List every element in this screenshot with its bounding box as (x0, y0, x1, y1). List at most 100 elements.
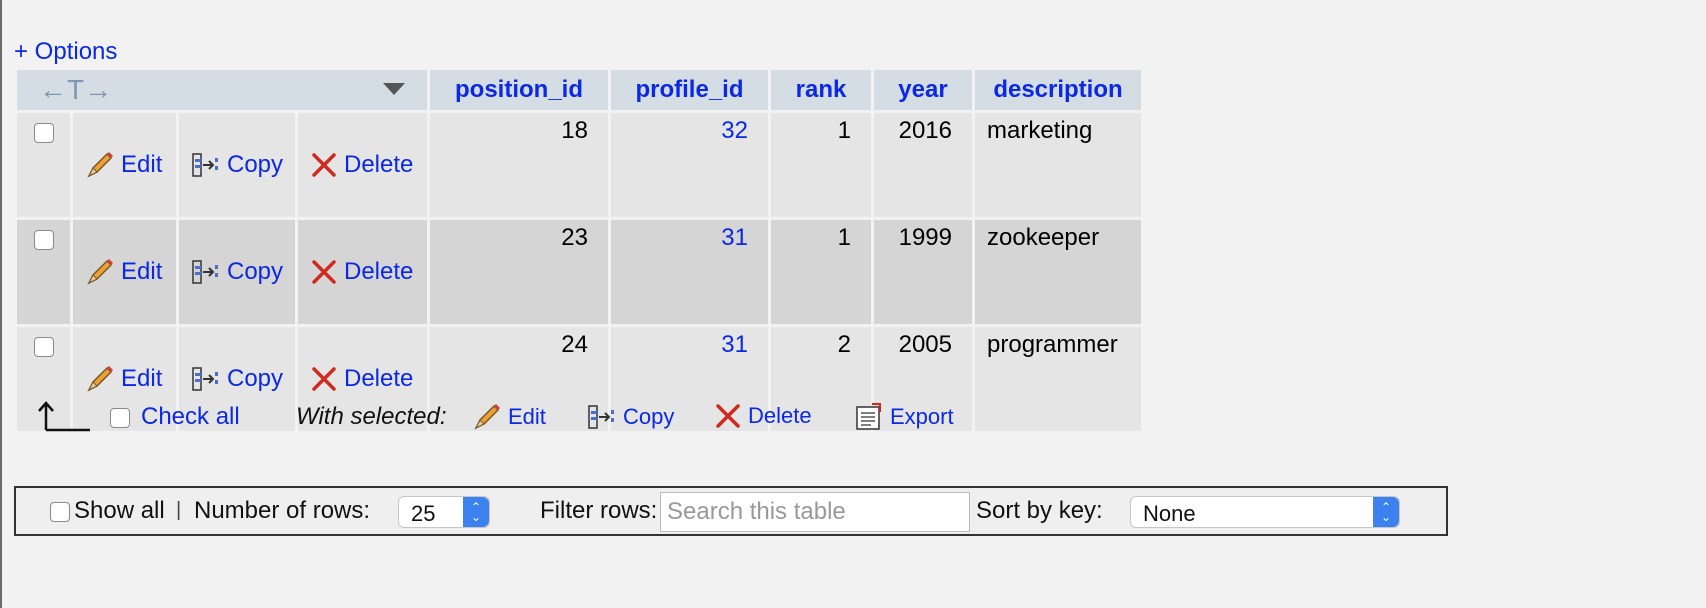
bulk-export-button[interactable]: Export (854, 402, 954, 432)
column-header-rank[interactable]: rank (771, 70, 871, 110)
copy-button[interactable]: Copy (179, 150, 295, 180)
edit-button[interactable]: Edit (73, 364, 176, 394)
edit-button[interactable]: Edit (73, 257, 176, 287)
export-icon (856, 403, 881, 430)
cell-year: 1999 (874, 220, 972, 324)
number-of-rows-value: 25 (411, 501, 436, 526)
arrows-t-icon[interactable]: ←T→ (39, 74, 113, 105)
copy-icon (192, 153, 218, 177)
cell-position-id: 18 (430, 113, 608, 217)
copy-button[interactable]: Copy (179, 257, 295, 287)
delete-button[interactable]: Delete (298, 258, 427, 286)
header-row: ←T→ position_id profile_id rank year des… (17, 70, 1141, 110)
results-table: ←T→ position_id profile_id rank year des… (14, 67, 1144, 434)
delete-cell: Delete (298, 113, 427, 217)
sort-by-key-label: Sort by key: (976, 497, 1103, 524)
bulk-edit-label: Edit (508, 404, 546, 429)
edit-button[interactable]: Edit (73, 150, 176, 180)
table-row: Edit Copy Delete 18 32 1 2016 marketing (17, 113, 1141, 217)
filter-rows-label: Filter rows: (540, 497, 658, 524)
cell-position-id: 24 (430, 327, 608, 431)
check-all-link[interactable]: Check all (141, 403, 240, 430)
copy-label: Copy (227, 365, 284, 392)
bulk-edit-button[interactable]: Edit (472, 402, 546, 432)
show-all-checkbox[interactable] (50, 502, 70, 522)
copy-cell: Copy (179, 113, 295, 217)
number-of-rows-label: Number of rows: (194, 497, 371, 524)
cell-description: programmer (975, 327, 1141, 431)
cell-description: marketing (975, 113, 1141, 217)
options-link[interactable]: + Options (14, 38, 118, 65)
copy-button[interactable]: Copy (179, 364, 295, 394)
column-header-position-id[interactable]: position_id (430, 70, 608, 110)
sort-by-key-select[interactable]: None ⌃ ⌄ (1130, 496, 1400, 528)
cell-year: 2016 (874, 113, 972, 217)
column-header-year[interactable]: year (874, 70, 972, 110)
bulk-action-bar: Check all With selected: Edit Copy Delet… (14, 400, 1114, 440)
with-selected-label: With selected: (296, 403, 447, 430)
cell-year: 2005 (874, 327, 972, 431)
column-controls-header: ←T→ (17, 70, 427, 110)
edit-label: Edit (121, 365, 163, 392)
copy-icon (192, 260, 218, 284)
bulk-export-label: Export (890, 404, 954, 429)
column-header-profile-id[interactable]: profile_id (611, 70, 768, 110)
cell-profile-id-link[interactable]: 32 (611, 113, 768, 217)
delete-button[interactable]: Delete (298, 365, 427, 393)
delete-cell: Delete (298, 327, 427, 431)
copy-icon (588, 405, 614, 429)
dropdown-triangle-icon[interactable] (383, 83, 405, 95)
cell-rank: 1 (771, 220, 871, 324)
bulk-copy-button[interactable]: Copy (587, 402, 674, 432)
delete-x-icon (312, 153, 336, 177)
delete-x-icon (312, 367, 336, 391)
separator: | (176, 499, 182, 521)
cell-rank: 2 (771, 327, 871, 431)
number-of-rows-select[interactable]: 25 ⌃ ⌄ (398, 496, 490, 528)
row-checkbox-cell (17, 220, 70, 324)
delete-x-icon (716, 404, 740, 428)
pencil-icon (87, 152, 113, 178)
select-arrows-icon: ⌃ ⌄ (463, 497, 489, 527)
cell-profile-id-link[interactable]: 31 (611, 220, 768, 324)
row-checkbox[interactable] (33, 230, 54, 250)
delete-label: Delete (344, 258, 414, 285)
row-checkbox-cell (17, 327, 70, 431)
pencil-icon (474, 404, 500, 430)
copy-label: Copy (227, 151, 284, 178)
delete-button[interactable]: Delete (298, 151, 427, 179)
cell-profile-id-link[interactable]: 31 (611, 327, 768, 431)
column-header-description[interactable]: description (975, 70, 1141, 110)
delete-cell: Delete (298, 220, 427, 324)
sort-by-key-value: None (1143, 501, 1196, 526)
edit-cell: Edit (73, 220, 176, 324)
edit-cell: Edit (73, 327, 176, 431)
edit-label: Edit (121, 151, 163, 178)
cell-description: zookeeper (975, 220, 1141, 324)
copy-label: Copy (227, 258, 284, 285)
table-row: Edit Copy Delete 23 31 1 1999 zookeeper (17, 220, 1141, 324)
table-navigation-bar: Show all | Number of rows: 25 ⌃ ⌄ Filter … (14, 486, 1448, 536)
row-checkbox-cell (17, 113, 70, 217)
pencil-icon (87, 366, 113, 392)
filter-rows-search-input[interactable] (660, 492, 970, 532)
cell-rank: 1 (771, 113, 871, 217)
show-all-label[interactable]: Show all (74, 497, 165, 524)
row-checkbox[interactable] (33, 337, 54, 357)
copy-cell: Copy (179, 220, 295, 324)
table-row: Edit Copy Delete 24 31 2 2005 programmer (17, 327, 1141, 431)
delete-label: Delete (344, 151, 414, 178)
delete-label: Delete (344, 365, 414, 392)
row-checkbox[interactable] (33, 123, 54, 143)
select-arrows-icon: ⌃ ⌄ (1373, 497, 1399, 527)
cell-position-id: 23 (430, 220, 608, 324)
bulk-delete-label: Delete (748, 403, 812, 428)
copy-cell: Copy (179, 327, 295, 431)
bulk-copy-label: Copy (623, 404, 675, 429)
delete-x-icon (312, 260, 336, 284)
copy-icon (192, 367, 218, 391)
bulk-delete-button[interactable]: Delete (714, 402, 812, 430)
edit-label: Edit (121, 258, 163, 285)
edit-cell: Edit (73, 113, 176, 217)
check-all-checkbox[interactable] (110, 408, 130, 428)
